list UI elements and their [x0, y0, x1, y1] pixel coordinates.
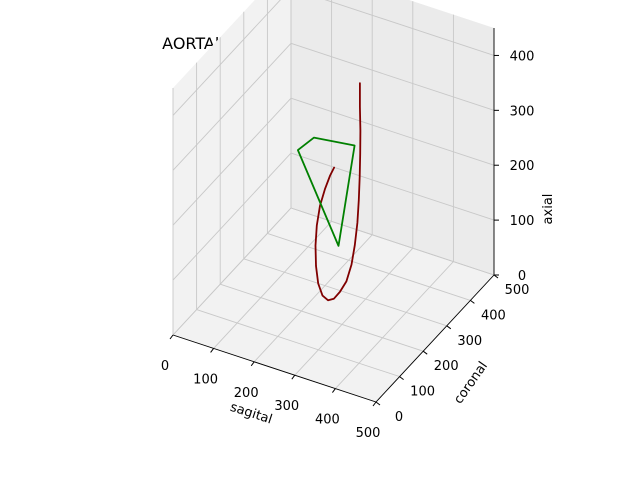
x-tick-label: 200 [234, 386, 259, 401]
x-axis-line [172, 334, 377, 403]
series [296, 82, 362, 302]
z-tick-label: 200 [510, 159, 535, 174]
centerline-series [314, 82, 362, 302]
x-tick [169, 334, 174, 340]
back-pane [291, 0, 494, 275]
grid-y-floor [196, 309, 400, 378]
x-tick-label: 100 [193, 372, 218, 387]
x-tick [331, 388, 336, 393]
grid-y-floor [220, 283, 424, 352]
grid-z-back [324, 0, 495, 56]
grid-x-floor [213, 221, 332, 349]
y-tick [422, 350, 428, 355]
grid-z-back [290, 97, 495, 166]
grid-z-back [290, 42, 495, 111]
y-tick-label: 0 [395, 410, 403, 425]
z-axis-label: axial [541, 194, 556, 225]
x-tick [210, 348, 215, 353]
x-tick [291, 374, 296, 380]
z-tick-label: 400 [510, 49, 535, 64]
floor-pane [173, 208, 494, 402]
x-tick [250, 361, 255, 367]
y-tick [470, 299, 475, 304]
x-tick [372, 401, 377, 407]
normal-plane-series [296, 136, 356, 247]
grid-x-floor [335, 261, 454, 389]
y-tick [375, 401, 381, 406]
y-tick-label: 100 [410, 385, 435, 400]
grid-z-back [290, 207, 495, 276]
z-tick-label: 0 [518, 269, 526, 284]
y-tick [399, 376, 404, 381]
x-tick-label: 400 [315, 413, 340, 428]
grid-z-left [172, 0, 281, 116]
z-tick-label: 100 [510, 214, 535, 229]
grid-x-floor [294, 247, 414, 376]
y-tick-label: 300 [457, 334, 482, 349]
grid-z-left [172, 152, 292, 281]
panes [173, 0, 494, 402]
x-tick-label: 500 [356, 426, 381, 441]
y-tick-label: 500 [505, 283, 530, 298]
x-axis-label: sagital [228, 400, 274, 428]
grid-z-left [172, 97, 292, 226]
axes: 0100200300400500010020030040050001002003… [161, 28, 535, 441]
grid-z-back [290, 152, 495, 221]
y-tick-label: 200 [434, 359, 459, 374]
x-tick-label: 300 [274, 399, 299, 414]
grid-y-floor [267, 232, 471, 301]
y-tick-label: 400 [481, 308, 506, 323]
y-tick [446, 325, 452, 330]
z-tick-label: 300 [510, 104, 535, 119]
y-axis-line [375, 274, 495, 403]
x-tick-label: 0 [161, 359, 169, 374]
grid-y-floor [243, 258, 447, 327]
grid-z-left [172, 207, 292, 336]
grid-z-left [172, 43, 292, 171]
